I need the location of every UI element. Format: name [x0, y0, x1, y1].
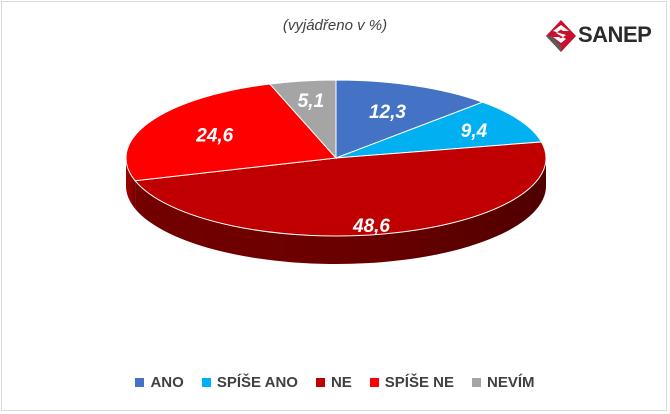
chart-legend: ANO SPÍŠE ANO NE SPÍŠE NE NEVÍM	[0, 374, 670, 391]
legend-item-nev-m: NEVÍM	[472, 374, 535, 391]
legend-swatch-sp-e-ne	[369, 378, 379, 387]
legend-label-nev-m: NEVÍM	[487, 374, 535, 391]
pie-label-ano: 12,3	[369, 102, 406, 123]
sanep-logo-icon	[546, 20, 576, 52]
pie-label-nev-m: 5,1	[298, 91, 324, 112]
legend-label-sp-e-ne: SPÍŠE NE	[384, 374, 454, 391]
pie-side-shade-ne	[135, 158, 547, 265]
chart-subtitle: (vyjádřeno v %)	[282, 17, 388, 34]
pie-label-ne: 48,6	[352, 216, 390, 237]
pie-labels: 12,3 9,4 48,6 24,6 5,1	[195, 91, 487, 237]
legend-item-sp-e-ne: SPÍŠE NE	[369, 374, 454, 391]
pie-slice-sp-e-ano	[335, 101, 543, 159]
logo-text: SANEP	[578, 22, 652, 47]
pie-slice-nev-m	[268, 79, 337, 160]
legend-label-sp-e-ano: SPÍŠE ANO	[216, 374, 298, 391]
pie-label-sp-e-ano: 9,4	[461, 121, 488, 142]
legend-swatch-ne	[315, 378, 325, 387]
legend-label-ne: NE	[330, 374, 352, 391]
sanep-logo: SANEP	[544, 18, 659, 54]
pie-slice-sp-e-ne	[125, 83, 338, 182]
legend-item-sp-e-ano: SPÍŠE ANO	[201, 374, 298, 391]
legend-swatch-ano	[135, 378, 145, 387]
legend-item-ne: NE	[315, 374, 352, 391]
legend-item-ano: ANO	[135, 374, 184, 391]
legend-swatch-nev-m	[472, 378, 481, 387]
pie-label-sp-e-ne: 24,6	[195, 126, 233, 147]
pie-slice-ano	[335, 79, 485, 159]
pie-slice-ne	[134, 141, 547, 237]
pie-tops	[125, 79, 547, 237]
legend-label-ano: ANO	[150, 374, 184, 391]
legend-swatch-sp-e-ano	[201, 378, 211, 387]
